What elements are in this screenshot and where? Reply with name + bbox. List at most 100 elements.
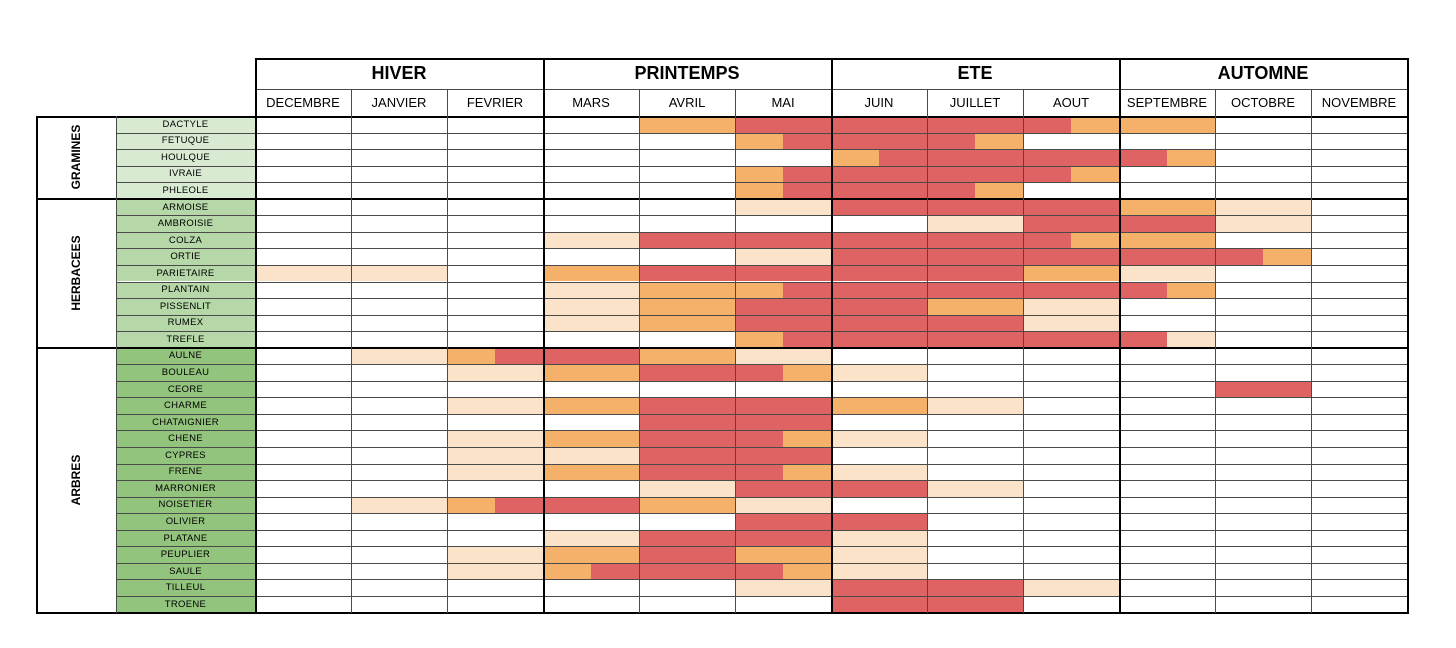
grid-line [36, 347, 1407, 350]
heat-cell [1023, 331, 1071, 348]
heat-cell [591, 529, 639, 547]
heat-cell [783, 314, 831, 332]
heat-cell [1071, 314, 1119, 332]
month-header: JUILLET [949, 95, 1001, 110]
heat-cell [735, 546, 783, 563]
heat-cell [927, 116, 975, 133]
heat-cell [975, 132, 1023, 150]
grid-line [116, 331, 1407, 333]
heat-cell [1119, 149, 1167, 166]
plant-label: TILLEUL [116, 579, 255, 596]
heat-cell [831, 314, 879, 332]
heat-cell [639, 529, 687, 547]
group-label: ARBRES [36, 348, 116, 613]
heat-cell [831, 281, 879, 299]
heat-cell [831, 248, 879, 265]
season-header: HIVER [371, 63, 427, 83]
heat-cell [399, 496, 447, 514]
grid-line [116, 298, 1407, 300]
grid-line [639, 89, 640, 613]
heat-cell [735, 529, 783, 547]
grid-line [1023, 89, 1024, 613]
month-header: JUIN [864, 95, 894, 110]
heat-cell [1023, 215, 1071, 232]
heat-cell [735, 579, 783, 596]
grid-line [116, 579, 1407, 581]
heat-cell [975, 264, 1023, 282]
heat-cell [447, 463, 495, 481]
grid-line [116, 182, 1407, 184]
heat-cell [543, 298, 591, 315]
heat-cell [1071, 165, 1119, 183]
heat-cell [783, 447, 831, 464]
heat-cell [1263, 198, 1311, 216]
heat-cell [1071, 116, 1119, 133]
heat-cell [687, 480, 735, 497]
heat-cell [639, 347, 687, 365]
heat-cell [879, 579, 927, 596]
heat-cell [687, 447, 735, 464]
heat-cell [975, 595, 1023, 613]
heat-cell [1167, 116, 1215, 133]
heat-cell [1023, 579, 1071, 596]
heat-cell [1119, 281, 1167, 299]
heat-cell [879, 595, 927, 613]
heat-cell [687, 430, 735, 447]
heat-cell [927, 595, 975, 613]
grid-line [116, 529, 1407, 531]
heat-cell [543, 529, 591, 547]
heat-cell [783, 546, 831, 563]
heat-cell [1071, 331, 1119, 348]
plant-label: ORTIE [116, 248, 255, 265]
heat-cell [591, 546, 639, 563]
heat-cell [975, 248, 1023, 265]
grid-line [542, 58, 545, 613]
heat-cell [879, 430, 927, 447]
heat-cell [831, 132, 879, 150]
grid-line [116, 546, 1407, 548]
heat-cell [975, 281, 1023, 299]
heat-cell [879, 116, 927, 133]
heat-cell [495, 496, 543, 514]
heat-cell [591, 281, 639, 299]
heat-cell [591, 447, 639, 464]
group-label: HERBACEES [36, 199, 116, 348]
heat-cell [975, 149, 1023, 166]
heat-cell [927, 132, 975, 150]
heat-cell [447, 364, 495, 381]
heat-cell [591, 264, 639, 282]
heat-cell [783, 529, 831, 547]
heat-cell [1119, 231, 1167, 249]
group-label: GRAMINES [36, 116, 116, 199]
plant-label: PEUPLIER [116, 546, 255, 563]
heat-cell [1071, 198, 1119, 216]
plant-label: BOULEAU [116, 364, 255, 381]
heat-cell [639, 413, 687, 431]
heat-cell [1167, 331, 1215, 348]
heat-cell [975, 314, 1023, 332]
heat-cell [831, 529, 879, 547]
heat-cell [831, 149, 879, 166]
heat-cell [879, 165, 927, 183]
plant-label: COLZA [116, 231, 255, 249]
heat-cell [639, 298, 687, 315]
season-header: PRINTEMPS [634, 63, 740, 83]
plant-label: DACTYLE [116, 116, 255, 133]
heat-cell [783, 298, 831, 315]
heat-cell [879, 198, 927, 216]
heat-cell [543, 562, 591, 580]
heat-cell [879, 529, 927, 547]
heat-cell [591, 430, 639, 447]
heat-cell [495, 546, 543, 563]
heat-cell [783, 182, 831, 199]
heat-cell [687, 496, 735, 514]
heat-cell [1023, 198, 1071, 216]
grid-line [830, 58, 833, 613]
heat-cell [351, 264, 399, 282]
heat-cell [1167, 149, 1215, 166]
heat-cell [879, 248, 927, 265]
heat-cell [831, 298, 879, 315]
heat-cell [783, 116, 831, 133]
grid-line [116, 430, 1407, 432]
heat-cell [591, 347, 639, 365]
